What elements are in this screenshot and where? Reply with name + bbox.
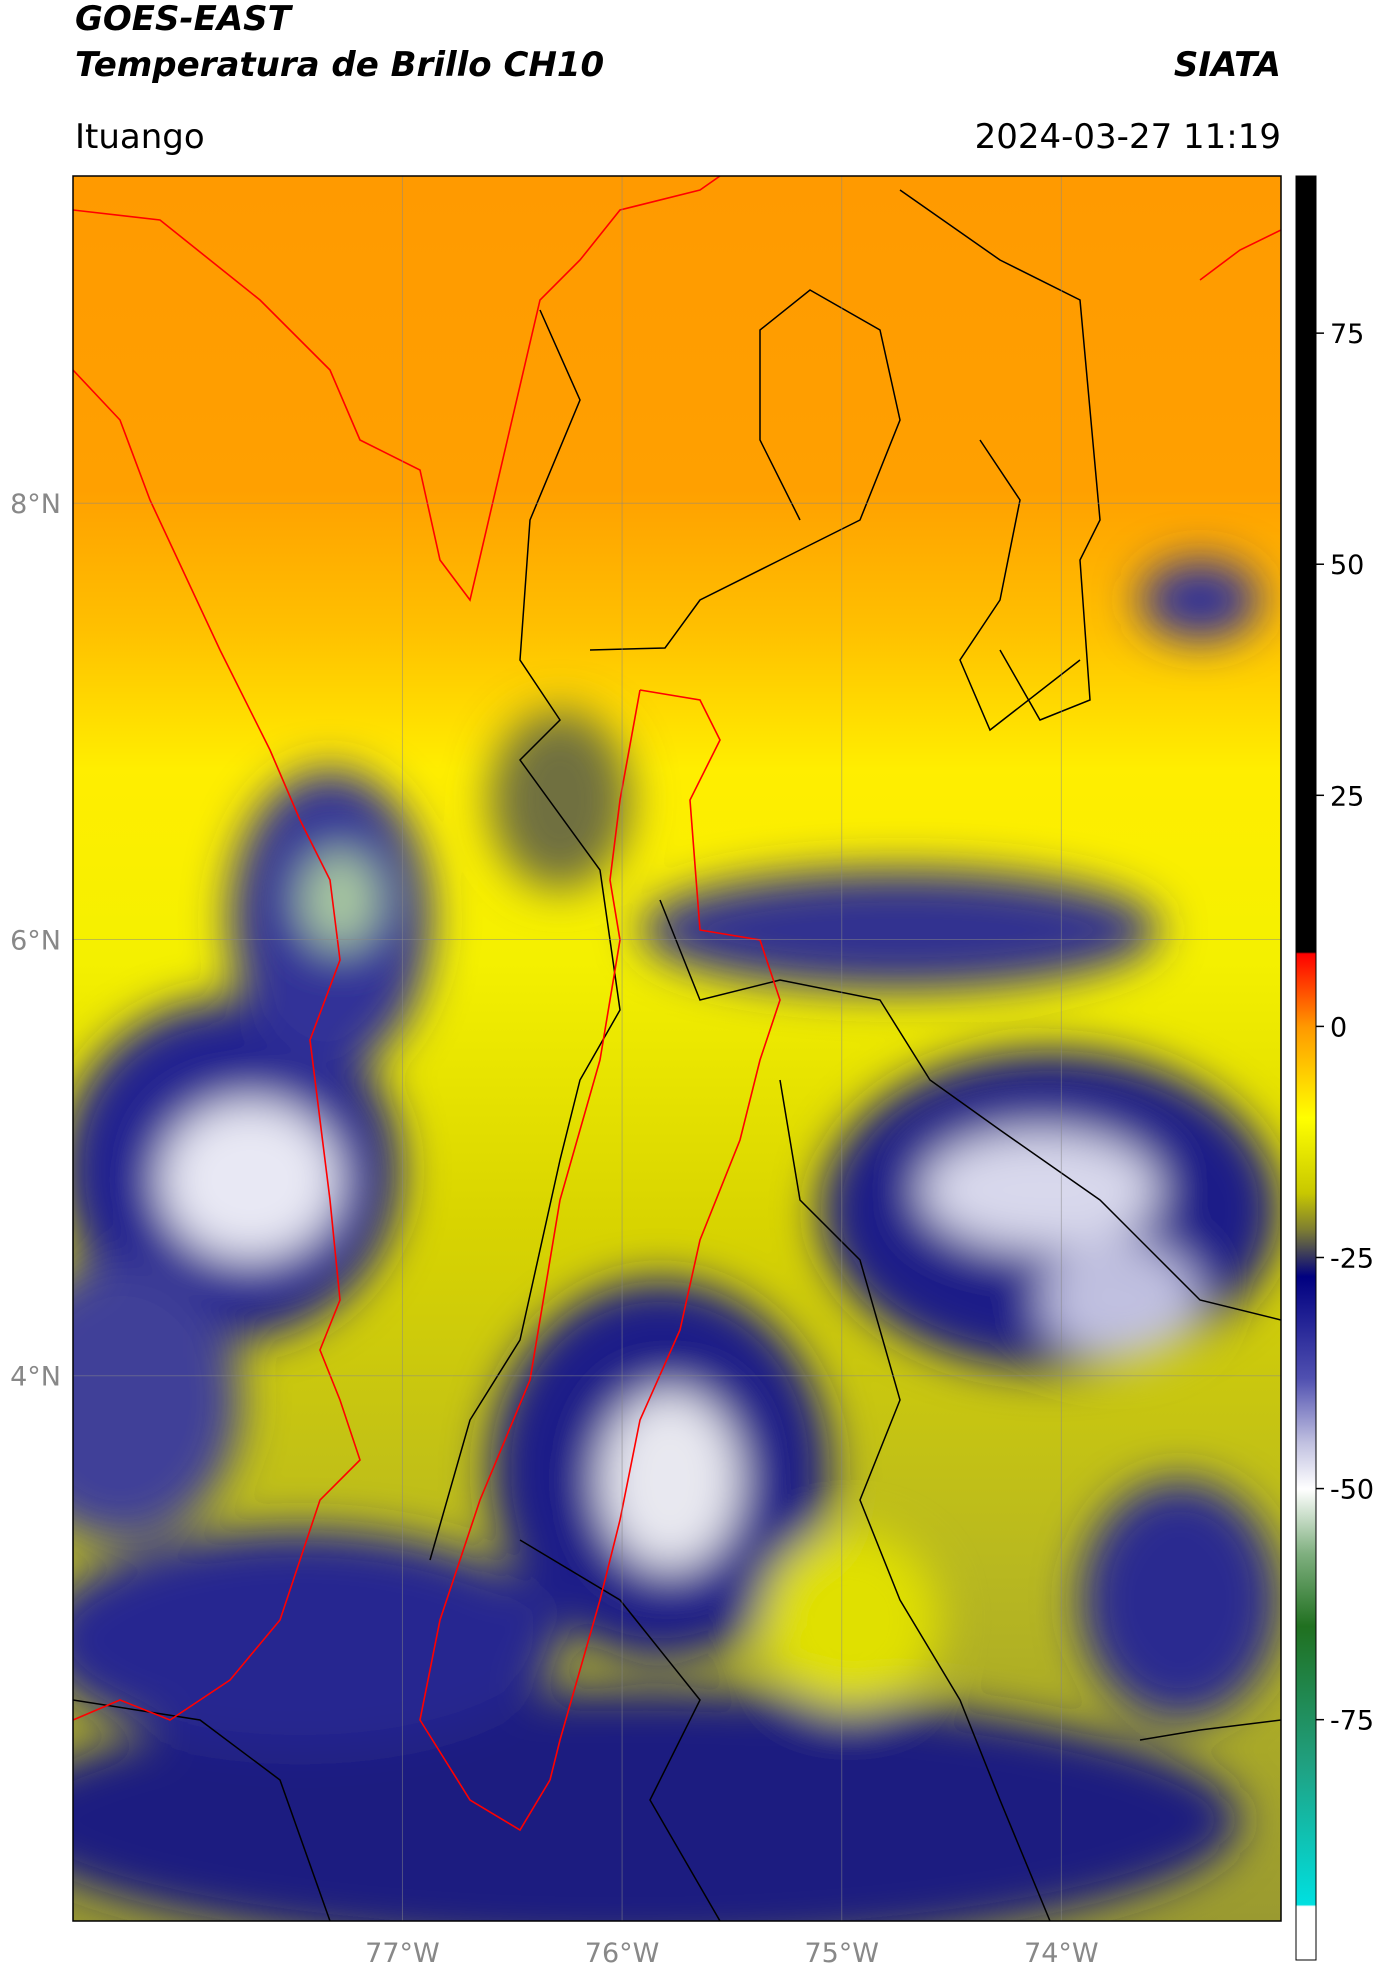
y-tick-label: 6°N (10, 925, 61, 956)
colorbar-tick-label: 50 (1330, 550, 1364, 581)
map-frame (72, 175, 1282, 1922)
colorbar-tick-label: 75 (1330, 319, 1364, 350)
title: GOES-EAST (75, 0, 294, 39)
colorbar-tick-label: -50 (1330, 1475, 1374, 1506)
colorbar (1295, 175, 1317, 1961)
x-tick-label: 76°W (585, 1938, 660, 1969)
datetime: 2024-03-27 11:19 (975, 117, 1281, 157)
x-tick-label: 74°W (1024, 1938, 1099, 1969)
x-tick-label: 77°W (365, 1938, 440, 1969)
colorbar-tick-label: -25 (1330, 1243, 1374, 1274)
x-tick-label: 75°W (804, 1938, 879, 1969)
colorbar-tick-label: 0 (1330, 1012, 1347, 1043)
colorbar-tick-label: -75 (1330, 1706, 1374, 1737)
grid (73, 176, 1281, 1921)
subtitle: Temperatura de Brillo CH10 (75, 45, 604, 85)
location: Ituango (75, 117, 205, 157)
colorbar-tick-label: 25 (1330, 781, 1364, 812)
satellite-image (73, 176, 1281, 1921)
brand: SIATA (1174, 45, 1281, 85)
y-tick-label: 4°N (10, 1362, 61, 1393)
y-tick-label: 8°N (10, 489, 61, 520)
